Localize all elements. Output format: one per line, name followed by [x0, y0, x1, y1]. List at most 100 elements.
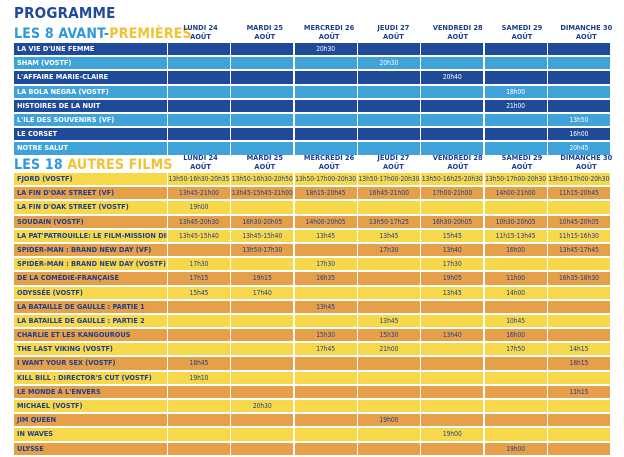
showtime-cell: 17h30	[421, 258, 484, 271]
showtime-cell	[294, 371, 357, 384]
showtime-cell	[167, 142, 230, 155]
showtime-cell	[484, 428, 547, 441]
day-name: MERCREDI 26	[303, 23, 355, 32]
day-header: JEUDI 27 AOÛT	[362, 23, 425, 41]
showtime-cell	[231, 343, 294, 356]
showtime-cell	[547, 99, 610, 112]
showtime-cell: 18h15-20h45	[294, 187, 357, 200]
showtime-cell: 13h45	[357, 229, 420, 242]
showtime-cell: 16h35-18h30	[547, 272, 610, 285]
showtime-cell	[167, 43, 230, 56]
showtime-cell: 13h45-20h30	[167, 215, 230, 228]
film-title: HISTOIRES DE LA NUIT	[14, 99, 167, 112]
film-title: LA PAT'PATROUILLE: LE FILM-MISSION DINO …	[14, 229, 167, 242]
showtime-cell: 19h00	[484, 442, 547, 455]
showtime-cell: 20h30	[294, 43, 357, 56]
film-title: LE MONDE À L'ENVERS	[14, 385, 167, 398]
film-title: KILL BILL : DIRECTOR'S CUT (VOSTF)	[14, 371, 167, 384]
showtime-cell	[357, 385, 420, 398]
schedule-row: ULYSSE 19h00	[14, 442, 610, 455]
showtime-cell	[294, 57, 357, 70]
showtime-cell: 15h45	[167, 286, 230, 299]
showtime-cell: 13h45-17h45	[547, 243, 610, 257]
schedule-row: LA BATAILLE DE GAULLE : PARTIE 1 13h45	[14, 300, 610, 313]
showtime-cell: 17h00-21h00	[421, 187, 484, 200]
day-name: LUNDI 24	[183, 153, 218, 162]
film-title: NOTRE SALUT	[14, 142, 167, 155]
schedule-row: L'ILE DES SOUVENIRS (VF) 13h50	[14, 113, 610, 127]
showtime-cell: 17h15	[167, 272, 230, 285]
showtime-cell: 13h50-17h00-20h30	[357, 173, 420, 186]
showtime-cell: 10h45	[484, 314, 547, 328]
section-title-films-highlight: AUTRES FILMS	[67, 157, 173, 173]
showtime-cell: 13h45	[294, 300, 357, 313]
showtime-cell	[547, 286, 610, 299]
showtime-cell	[231, 314, 294, 328]
day-header: LUNDI 24 AOÛT	[169, 153, 232, 171]
showtime-cell	[484, 300, 547, 313]
showtime-cell: 13h50-17h25	[357, 215, 420, 228]
showtime-cell	[167, 314, 230, 328]
showtime-cell	[231, 201, 294, 214]
showtime-cell: 19h00	[357, 414, 420, 427]
showtime-cell	[294, 414, 357, 427]
day-month: AOÛT	[447, 162, 469, 171]
day-month: AOÛT	[254, 32, 276, 41]
showtime-cell	[484, 113, 547, 127]
showtime-cell: 11h15	[547, 385, 610, 398]
page-title: PROGRAMME	[14, 4, 116, 22]
day-month: AOÛT	[383, 32, 404, 41]
showtime-cell	[547, 258, 610, 271]
showtime-cell: 16h45-21h00	[357, 187, 420, 200]
showtime-cell: 17h50	[484, 343, 547, 356]
day-name: JEUDI 27	[377, 153, 410, 162]
schedule-row: SHAM (VOSTF) 20h30	[14, 57, 610, 70]
showtime-cell	[421, 371, 484, 384]
schedule-row: LE MONDE À L'ENVERS 11h15	[14, 385, 610, 398]
showtime-cell: 20h30	[357, 57, 420, 70]
schedule-row: SPIDER-MAN : BRAND NEW DAY (VF) 13h50-17h…	[14, 243, 610, 257]
day-month: AOÛT	[190, 162, 211, 171]
schedule-row: LA BOLA NEGRA (VOSTF) 18h00	[14, 85, 610, 98]
showtime-cell: 16h00	[484, 243, 547, 257]
schedule-row: I WANT YOUR SEX (VOSTF) 18h45 18h15	[14, 357, 610, 370]
showtime-cell	[231, 357, 294, 370]
showtime-cell: 17h30	[294, 258, 357, 271]
showtime-cell: 11h15-20h45	[547, 187, 610, 200]
showtime-cell	[231, 300, 294, 313]
showtime-cell	[357, 142, 420, 155]
showtime-cell	[357, 71, 420, 84]
showtime-cell	[231, 99, 294, 112]
film-title: SOUDAIN (VOSTF)	[14, 215, 167, 228]
film-title: LA FIN D'OAK STREET (VOSTF)	[14, 201, 167, 214]
film-title: CHARLIE ET LES KANGOUROUS	[14, 329, 167, 342]
showtime-cell	[547, 371, 610, 384]
film-title: DE LA COMÉDIE-FRANÇAISE	[14, 272, 167, 285]
showtime-cell	[294, 400, 357, 413]
film-title: ODYSSÉE (VOSTF)	[14, 286, 167, 299]
showtime-cell: 15h30	[357, 329, 420, 342]
showtime-cell	[231, 128, 294, 141]
day-header: MERCREDI 26 AOÛT	[298, 153, 361, 171]
showtime-cell	[294, 201, 357, 214]
showtime-cell	[294, 71, 357, 84]
showtime-cell	[421, 85, 484, 98]
film-title: MICHAEL (VOSTF)	[14, 400, 167, 413]
film-title: LE CORSET	[14, 128, 167, 141]
showtime-cell: 13h45	[421, 286, 484, 299]
schedule-row: KILL BILL : DIRECTOR'S CUT (VOSTF) 19h10	[14, 371, 610, 384]
day-name: VENDREDI 28	[432, 153, 483, 162]
showtime-cell	[484, 357, 547, 370]
day-header: VENDREDI 28 AOÛT	[426, 153, 489, 171]
showtime-cell	[547, 400, 610, 413]
showtime-cell: 11h15-13h45	[484, 229, 547, 242]
day-month: AOÛT	[511, 162, 533, 171]
showtime-cell	[484, 71, 547, 84]
showtime-cell	[421, 57, 484, 70]
day-month: AOÛT	[511, 32, 533, 41]
showtime-cell: 13h50-17h00-20h30	[294, 173, 357, 186]
day-header: MARDI 25 AOÛT	[233, 153, 296, 171]
showtime-cell	[231, 57, 294, 70]
showtime-cell: 18h00	[484, 85, 547, 98]
showtime-cell	[294, 357, 357, 370]
